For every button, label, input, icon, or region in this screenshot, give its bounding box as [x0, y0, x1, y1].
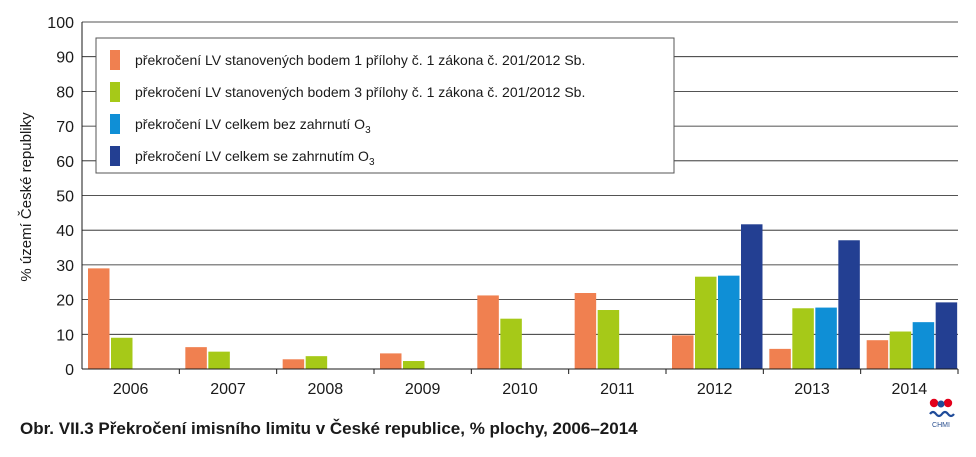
bar: [403, 361, 425, 369]
bar: [305, 356, 328, 369]
bar: [741, 224, 763, 369]
y-tick-labels: 0 10 20 30 40 50 60 70 80 90 100: [47, 15, 74, 379]
bar: [912, 322, 935, 369]
bar: [477, 295, 499, 369]
bar: [500, 318, 522, 369]
y-tick-label: 40: [56, 223, 74, 240]
bar: [111, 337, 133, 369]
bar: [815, 307, 837, 369]
axes: [81, 22, 959, 374]
legend-swatch: [110, 82, 120, 102]
x-tick-label: 2013: [794, 381, 830, 398]
logo-text: CHMI: [932, 422, 950, 429]
chmi-logo: [929, 398, 955, 418]
y-tick-label: 100: [47, 15, 74, 32]
x-tick-label: 2006: [113, 381, 149, 398]
bars: [88, 224, 958, 369]
y-tick-label: 70: [56, 119, 74, 136]
x-tick-label: 2011: [600, 381, 635, 398]
legend: překročení LV stanovených bodem 1 příloh…: [95, 37, 675, 174]
bar: [838, 240, 860, 369]
y-tick-label: 80: [56, 84, 74, 101]
x-tick-label: 2007: [210, 381, 246, 398]
bar: [672, 335, 694, 369]
figure-caption: Obr. VII.3 Překročení imisního limitu v …: [20, 419, 638, 438]
bar: [380, 353, 402, 369]
legend-box: [95, 37, 675, 174]
bar: [935, 302, 958, 369]
bar: [208, 351, 230, 369]
x-tick-label: 2012: [697, 381, 733, 398]
bar: [282, 359, 305, 369]
bar: [769, 348, 791, 369]
bar: [574, 293, 597, 369]
y-tick-label: 60: [56, 154, 74, 171]
y-tick-label: 30: [56, 258, 74, 275]
bar: [88, 268, 110, 369]
x-tick-label: 2014: [892, 381, 928, 398]
legend-swatch: [110, 146, 120, 166]
bar: [866, 340, 889, 369]
legend-swatch: [110, 114, 120, 134]
legend-label: překročení LV celkem bez zahrnutí O3: [135, 116, 371, 136]
legend-label: překročení LV celkem se zahrnutím O3: [135, 148, 375, 168]
y-axis-label: % území České republiky: [18, 112, 35, 282]
legend-label: překročení LV stanovených bodem 1 příloh…: [135, 52, 585, 68]
bar: [185, 347, 207, 369]
legend-swatch: [110, 50, 120, 70]
y-tick-label: 20: [56, 293, 74, 310]
y-tick-label: 50: [56, 189, 74, 206]
x-tick-label: 2010: [502, 381, 538, 398]
x-tick-label: 2008: [308, 381, 344, 398]
legend-label: překročení LV stanovených bodem 3 příloh…: [135, 84, 585, 100]
bar: [792, 308, 814, 369]
bar: [718, 275, 740, 369]
bar: [597, 310, 620, 369]
y-tick-label: 0: [65, 362, 74, 379]
x-tick-label: 2009: [405, 381, 441, 398]
bar: [889, 331, 912, 369]
bar: [695, 276, 717, 369]
x-tick-labels: 2006 2007 2008 2009 2010 2011 2012 2013 2014: [113, 381, 927, 398]
y-tick-label: 10: [56, 327, 74, 344]
y-tick-label: 90: [56, 50, 74, 67]
